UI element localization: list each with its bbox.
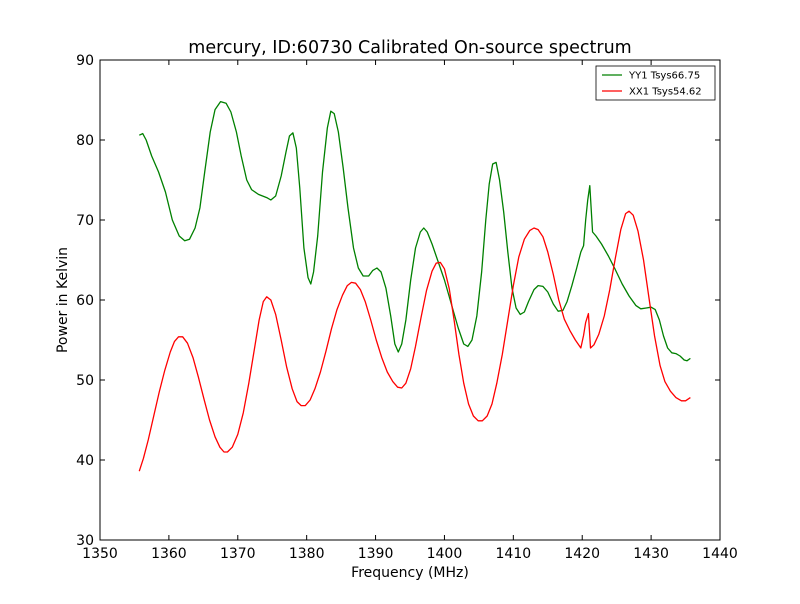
plot-area — [100, 60, 720, 540]
y-tick-label: 80 — [76, 133, 94, 149]
x-tick-labels: 1350 1360 1370 1380 1390 1400 1410 1420 1430 1440 — [82, 546, 738, 562]
x-tick-label: 1370 — [220, 546, 256, 562]
y-tick-label: 60 — [76, 293, 94, 309]
y-tick-label: 90 — [76, 53, 94, 69]
series-layer — [138, 100, 691, 472]
y-tick-labels: 30 40 50 60 70 80 90 — [76, 53, 94, 549]
x-tick-label: 1350 — [82, 546, 118, 562]
y-axis-label: Power in Kelvin — [55, 247, 71, 353]
y-tick-label: 30 — [76, 533, 94, 549]
plot-frame — [99, 59, 721, 541]
x-tick-label: 1400 — [427, 546, 463, 562]
x-tick-label: 1380 — [289, 546, 325, 562]
x-tick-label: 1390 — [358, 546, 394, 562]
chart-title: mercury, ID:60730 Calibrated On-source s… — [188, 38, 631, 58]
y-tick-label: 40 — [76, 453, 94, 469]
series-line-2 — [138, 210, 691, 472]
legend-box — [595, 65, 716, 101]
x-tick-label: 1440 — [702, 546, 738, 562]
x-tick-label: 1410 — [496, 546, 532, 562]
y-tick-label: 70 — [76, 213, 94, 229]
x-tick-label: 1360 — [151, 546, 187, 562]
x-tick-label: 1430 — [633, 546, 669, 562]
x-axis-label: Frequency (MHz) — [351, 565, 469, 581]
legend-label-1: YY1 Tsys66.75 — [628, 71, 700, 82]
legend-label-2: XX1 Tsys54.62 — [629, 87, 702, 98]
x-tick-label: 1420 — [564, 546, 600, 562]
y-tick-label: 50 — [76, 373, 94, 389]
legend: YY1 Tsys66.75 XX1 Tsys54.62 — [595, 65, 716, 101]
series-line-1 — [138, 100, 691, 362]
